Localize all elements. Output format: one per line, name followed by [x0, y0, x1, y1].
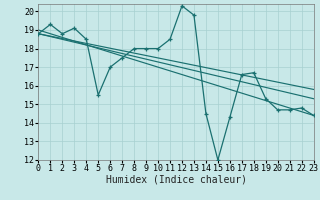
X-axis label: Humidex (Indice chaleur): Humidex (Indice chaleur): [106, 175, 246, 185]
